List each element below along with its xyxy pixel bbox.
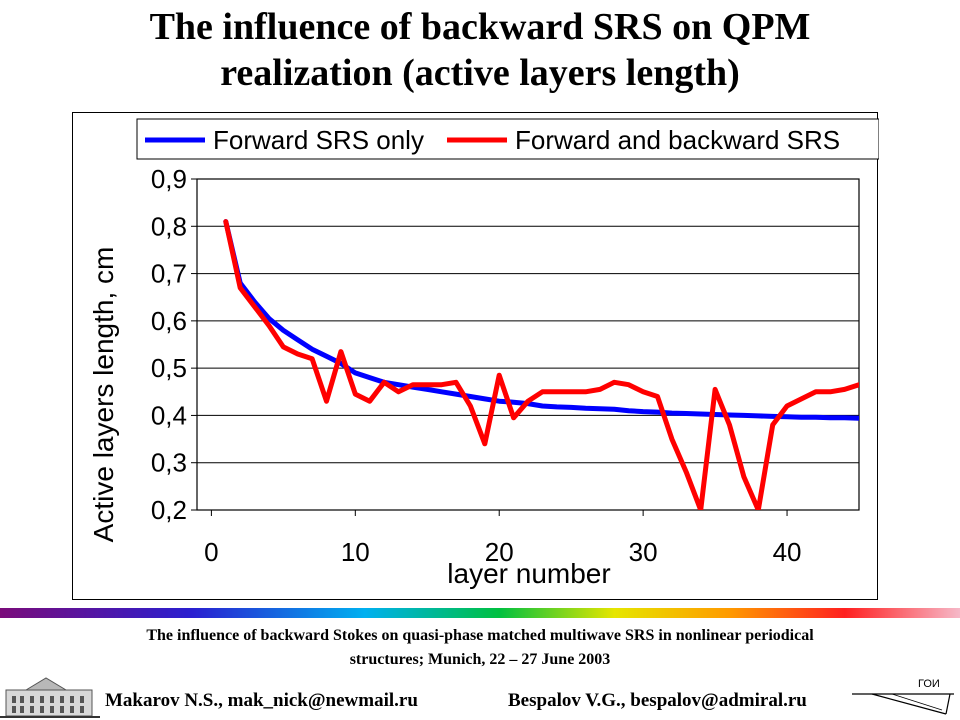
x-tick-label-3: 30 xyxy=(629,537,658,567)
x-tick-label-2: 20 xyxy=(485,537,514,567)
x-tick-label-4: 40 xyxy=(773,537,802,567)
series-forward-backward-srs-line xyxy=(223,219,859,510)
y-tick-label-2: 0,4 xyxy=(151,400,187,430)
x-tick-label-1: 10 xyxy=(341,537,370,567)
author-bespalov: Bespalov V.G., bespalov@admiral.ru xyxy=(508,690,807,711)
legend-box xyxy=(136,118,879,160)
series-forward-srs-line xyxy=(223,219,859,421)
y-tick-label-0: 0,2 xyxy=(151,495,187,525)
goi-logo: ГОИ xyxy=(852,678,954,715)
legend-label-2: Forward and backward SRS xyxy=(515,125,840,155)
institute-building-logo xyxy=(0,677,100,718)
authors-bar: Makarov N.S., mak_nick@newmail.ru Bespal… xyxy=(0,684,960,714)
y-tick-label-6: 0,8 xyxy=(151,211,187,241)
line-chart: Forward SRS only Forward and backward SRS… xyxy=(88,118,879,589)
caption-line-1: The influence of backward Stokes on quas… xyxy=(146,627,814,644)
legend-label-1: Forward SRS only xyxy=(213,125,424,155)
title-line-2: realization (active layers length) xyxy=(220,52,740,94)
goi-logo-text: ГОИ xyxy=(918,678,940,690)
slide-title: The influence of backward SRS on QPM rea… xyxy=(0,4,960,96)
conference-caption: The influence of backward Stokes on quas… xyxy=(40,624,920,672)
title-line-1: The influence of backward SRS on QPM xyxy=(149,6,811,48)
chart-area: Forward SRS only Forward and backward SRS… xyxy=(72,112,879,600)
rainbow-divider xyxy=(0,608,960,618)
y-tick-label-1: 0,3 xyxy=(151,448,187,478)
x-axis-title: layer number xyxy=(447,558,610,589)
author-makarov: Makarov N.S., mak_nick@newmail.ru xyxy=(105,690,418,711)
y-tick-label-4: 0,6 xyxy=(151,306,187,336)
y-axis-title: Active layers length, cm xyxy=(88,247,119,543)
y-tick-label-7: 0,9 xyxy=(151,164,187,194)
y-tick-label-5: 0,7 xyxy=(151,259,187,289)
plot-border xyxy=(196,178,860,511)
caption-line-2: structures; Munich, 22 – 27 June 2003 xyxy=(349,651,611,668)
x-tick-label-0: 0 xyxy=(204,537,218,567)
y-tick-label-3: 0,5 xyxy=(151,353,187,383)
